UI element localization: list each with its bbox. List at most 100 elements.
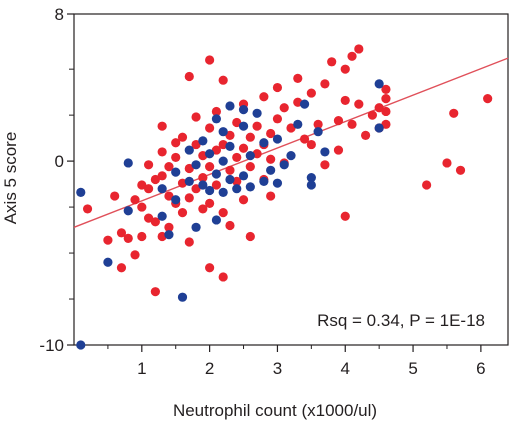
y-tick-label: 8 xyxy=(55,5,64,24)
blue-data-point xyxy=(123,206,133,216)
red-data-point xyxy=(164,162,174,172)
red-data-point xyxy=(299,134,310,144)
red-data-point xyxy=(157,121,167,131)
blue-data-point xyxy=(211,169,222,179)
red-data-point xyxy=(266,154,276,164)
blue-data-point xyxy=(218,156,228,166)
blue-data-point xyxy=(171,167,181,177)
plot-frame xyxy=(73,13,509,346)
axis-layer: 1 2 3 4 5 6 8 0 -10 xyxy=(39,5,485,378)
red-data-point xyxy=(150,217,160,227)
red-data-point xyxy=(455,165,466,175)
red-data-point xyxy=(218,75,228,85)
red-data-point xyxy=(171,152,181,163)
blue-data-point xyxy=(164,230,174,240)
blue-data-point xyxy=(211,215,222,225)
blue-data-point xyxy=(299,99,310,109)
red-data-point xyxy=(340,211,350,221)
red-data-point xyxy=(137,180,147,190)
red-data-point xyxy=(205,263,215,273)
red-data-point xyxy=(232,152,242,163)
fit-line-layer xyxy=(73,57,509,228)
red-data-point xyxy=(164,222,174,232)
red-data-point xyxy=(259,92,269,102)
blue-data-point xyxy=(245,182,255,192)
blue-data-point xyxy=(232,184,242,194)
red-data-point xyxy=(103,235,113,245)
blue-data-point xyxy=(157,184,167,194)
blue-data-point xyxy=(238,171,249,181)
blue-data-point xyxy=(252,108,262,118)
red-data-point xyxy=(245,231,255,242)
red-data-point xyxy=(245,162,255,172)
red-data-point xyxy=(205,198,215,209)
red-data-point xyxy=(218,208,228,218)
blue-data-point xyxy=(211,114,222,124)
red-data-point xyxy=(367,110,377,120)
red-data-point xyxy=(225,165,235,175)
red-data-point xyxy=(354,99,364,109)
blue-data-point xyxy=(279,160,289,170)
red-data-point xyxy=(137,231,147,242)
blue-data-point xyxy=(306,173,316,183)
blue-data-point xyxy=(306,180,316,190)
red-data-point xyxy=(130,195,140,205)
red-data-point xyxy=(116,263,127,273)
red-data-point xyxy=(320,79,330,89)
red-data-point xyxy=(238,143,249,153)
red-data-point xyxy=(191,139,201,150)
red-data-point xyxy=(157,171,167,181)
blue-data-point xyxy=(205,149,215,159)
red-data-point xyxy=(266,191,276,201)
red-data-point xyxy=(164,191,174,201)
blue-data-point xyxy=(320,147,330,157)
regression-line xyxy=(73,57,509,228)
blue-data-point xyxy=(225,174,235,185)
red-data-point xyxy=(171,138,181,148)
blue-data-point xyxy=(245,150,255,161)
red-data-point xyxy=(110,191,120,201)
red-data-point xyxy=(327,57,337,67)
blue-data-point xyxy=(218,127,228,137)
red-data-point xyxy=(184,71,194,82)
red-data-point xyxy=(211,180,222,190)
red-data-point xyxy=(381,119,391,129)
blue-data-point xyxy=(184,176,194,186)
red-data-point xyxy=(177,208,188,218)
blue-data-point xyxy=(272,134,283,144)
red-data-point xyxy=(123,233,133,243)
red-data-point xyxy=(347,51,357,61)
red-data-point xyxy=(198,173,208,183)
red-data-point xyxy=(184,163,194,174)
blue-data-point xyxy=(286,150,296,161)
blue-data-point xyxy=(313,127,323,137)
blue-data-point xyxy=(238,121,249,131)
x-tick-label: 5 xyxy=(408,359,417,378)
blue-data-point xyxy=(184,145,194,155)
x-axis-title: Neutrophil count (x1000/ul) xyxy=(173,401,377,420)
y-tick-label: -10 xyxy=(39,336,64,355)
red-data-point xyxy=(313,119,323,129)
red-data-point xyxy=(143,213,154,223)
blue-data-point xyxy=(238,105,249,115)
red-data-point xyxy=(347,119,357,129)
red-data-point xyxy=(483,93,493,104)
red-data-point xyxy=(150,174,160,185)
x-tick-label: 6 xyxy=(476,359,485,378)
red-data-point xyxy=(211,106,222,117)
blue-data-point xyxy=(225,141,235,151)
red-data-point xyxy=(374,103,384,113)
red-data-point xyxy=(381,93,391,104)
red-data-point xyxy=(360,130,371,140)
blue-data-point xyxy=(177,292,188,302)
blue-data-point xyxy=(293,119,303,129)
red-data-point xyxy=(272,114,283,124)
red-data-point xyxy=(272,82,283,93)
blue-data-point xyxy=(103,257,113,267)
blue-data-point xyxy=(205,185,215,196)
red-data-point xyxy=(143,184,154,194)
red-data-point xyxy=(150,287,160,297)
red-data-point xyxy=(225,220,235,231)
red-data-point xyxy=(306,139,316,150)
red-data-point xyxy=(116,228,127,238)
